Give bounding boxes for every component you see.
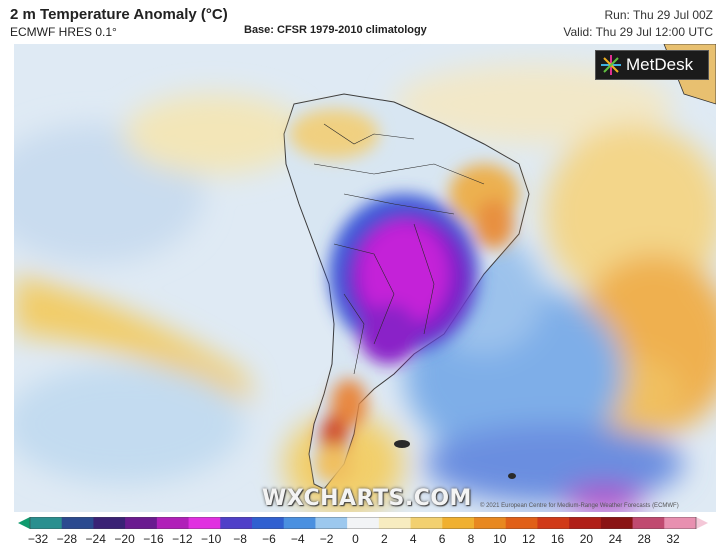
colorbar-segment — [474, 517, 507, 529]
legend-tick-label: 12 — [521, 532, 536, 546]
colorbar-segment — [125, 517, 158, 529]
legend-tick-label: −6 — [262, 532, 276, 546]
legend-tick-label: 28 — [637, 532, 651, 546]
wxcharts-watermark: WXCHARTS.COM — [262, 486, 472, 511]
legend-tick-label: 6 — [438, 532, 446, 546]
colorbar-segment — [410, 517, 443, 529]
legend-colorbar — [18, 517, 708, 529]
falkland-islands — [394, 440, 410, 448]
copyright-notice: © 2021 European Centre for Medium-Range … — [480, 503, 679, 509]
legend-tick-label: −2 — [319, 532, 334, 546]
map-canvas — [14, 44, 716, 512]
land-anomaly-field — [289, 109, 519, 484]
legend-tick-label: −16 — [143, 532, 164, 546]
run-time-label: Run: Thu 29 Jul 00Z — [604, 8, 713, 22]
legend-tick-label: −32 — [27, 532, 49, 546]
south-georgia — [508, 473, 516, 479]
colorbar-segment — [220, 517, 253, 529]
colorbar-segment — [632, 517, 665, 529]
colorbar-segment — [600, 517, 634, 529]
legend-tick-label: 4 — [409, 532, 417, 546]
colorbar-segment — [252, 517, 285, 529]
legend-tick-label: −4 — [290, 532, 305, 546]
colorbar-segment — [283, 517, 316, 529]
legend-tick-label: 10 — [493, 532, 507, 546]
legend-tick-label: −20 — [114, 532, 135, 546]
temperature-anomaly-map[interactable] — [14, 44, 716, 512]
legend-tick-label: −8 — [233, 532, 247, 546]
metdesk-star-icon — [601, 55, 621, 75]
climatology-base-label: Base: CFSR 1979-2010 climatology — [244, 24, 427, 36]
colorbar-max-arrow — [696, 517, 708, 529]
metdesk-logo: MetDesk — [595, 50, 709, 80]
colorbar-segment — [505, 517, 538, 529]
colorbar-outline — [29, 517, 697, 529]
colorbar-segment — [315, 517, 348, 529]
legend-tick-label: 20 — [579, 532, 594, 546]
colorbar-segment — [537, 517, 570, 529]
legend-tick-label: 2 — [381, 532, 388, 546]
map-title: 2 m Temperature Anomaly (°C) — [10, 6, 228, 23]
colorbar-segment — [442, 517, 475, 529]
legend-tick-label: 8 — [467, 532, 475, 546]
colorbar-segment — [61, 517, 94, 529]
colorbar-segment — [93, 517, 126, 529]
colorbar-min-arrow — [18, 517, 30, 529]
legend-tick-label: −10 — [200, 532, 222, 546]
legend-tick-label: 0 — [352, 532, 359, 546]
legend-ticks: −32 −28 −24 −20 −16 −12 −10 −8 −6 −4 −2 0 2 4 6 8 10 12 16… — [18, 532, 708, 550]
legend-tick-label: 24 — [608, 532, 622, 546]
legend-tick-label: −28 — [56, 532, 78, 546]
legend-tick-label: 16 — [550, 532, 565, 546]
colorbar-segment — [156, 517, 190, 529]
model-label: ECMWF HRES 0.1° — [10, 25, 117, 39]
colorbar-segment — [664, 517, 697, 529]
colorbar-segment — [569, 517, 602, 529]
logo-text: MetDesk — [626, 55, 694, 74]
colorbar-segment — [378, 517, 412, 529]
valid-time-label: Valid: Thu 29 Jul 12:00 UTC — [563, 25, 713, 39]
legend-tick-label: −12 — [172, 532, 193, 546]
country-borders — [313, 123, 485, 375]
colorbar-segment — [188, 517, 221, 529]
colorbar-segment — [30, 517, 63, 529]
legend-tick-label: 32 — [666, 532, 680, 546]
legend-tick-label: −24 — [85, 532, 106, 546]
colorbar-segment — [347, 517, 380, 529]
